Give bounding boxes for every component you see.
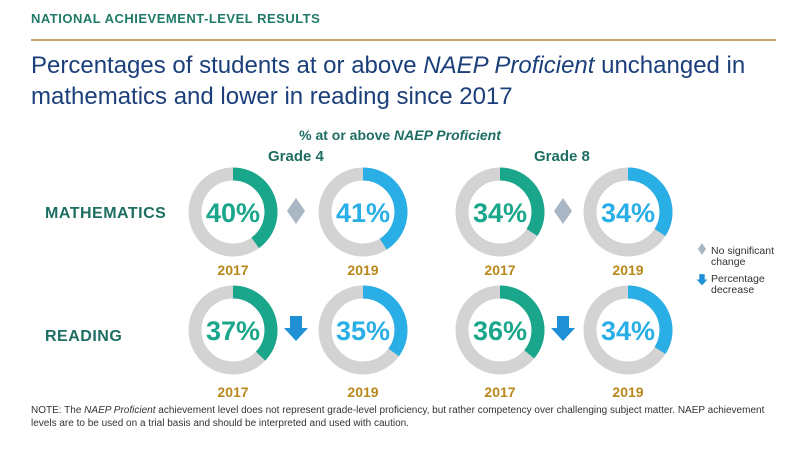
grade-8-label: Grade 8 (534, 148, 590, 165)
donut-fill-arc (318, 285, 408, 375)
year-label: 2019 (612, 384, 644, 400)
row-label-reading: READING (45, 328, 123, 345)
donut-fill-arc (188, 285, 278, 375)
donut-fill-arc (455, 167, 545, 257)
legend-decrease-label: Percentage decrease (711, 274, 765, 296)
year-label: 2019 (612, 262, 644, 278)
legend-text-line: change (711, 256, 746, 268)
year-label: 2017 (484, 384, 516, 400)
down-arrow-icon (696, 274, 708, 286)
grade-4-label: Grade 4 (268, 148, 324, 165)
section-label: NATIONAL ACHIEVEMENT-LEVEL RESULTS (31, 11, 321, 26)
chart-title-text: % at or above (299, 127, 395, 143)
down-arrow-icon (551, 316, 575, 341)
year-label: 2017 (217, 262, 249, 278)
footnote-text-2: achievement level does not represent gra… (31, 405, 765, 429)
donut-fill-arc (583, 285, 673, 375)
value-label: 41% (336, 198, 390, 228)
value-label: 35% (336, 316, 390, 346)
divider (31, 39, 776, 41)
year-label: 2019 (347, 262, 379, 278)
headline: Percentages of students at or above NAEP… (31, 50, 771, 112)
chart-title: % at or above NAEP Proficient (0, 127, 800, 143)
value-label: 34% (473, 198, 527, 228)
diamond-icon (287, 198, 305, 224)
value-label: 34% (601, 198, 655, 228)
footnote-emphasis: NAEP Proficient (84, 405, 156, 416)
diamond-icon (697, 243, 707, 255)
chart-title-emphasis: NAEP Proficient (394, 127, 501, 143)
year-label: 2019 (347, 384, 379, 400)
value-label: 40% (206, 198, 260, 228)
legend-text-line: No significant (711, 245, 775, 257)
donut-fill-arc (455, 285, 545, 375)
legend-no-change-label: No significant change (711, 246, 774, 268)
donut-fill-arc (583, 167, 673, 257)
value-label: 34% (601, 316, 655, 346)
headline-text-1: Percentages of students at or above (31, 52, 424, 79)
donut-fill-arc (318, 167, 408, 257)
value-label: 37% (206, 316, 260, 346)
value-label: 36% (473, 316, 527, 346)
diamond-icon (554, 198, 572, 224)
headline-text-2: unchanged in mathematics and lower in re… (31, 52, 746, 110)
legend-text-line: Percentage (711, 273, 765, 285)
row-label-mathematics: MATHEMATICS (45, 205, 167, 222)
legend-text-line: decrease (711, 284, 755, 296)
year-label: 2017 (217, 384, 249, 400)
footnote-text-1: NOTE: The (31, 405, 85, 416)
donut-fill-arc (188, 167, 278, 257)
down-arrow-icon (284, 316, 308, 341)
footnote: NOTE: The NAEP Proficient achievement le… (31, 404, 781, 430)
headline-emphasis: NAEP Proficient (423, 52, 595, 79)
year-label: 2017 (484, 262, 516, 278)
